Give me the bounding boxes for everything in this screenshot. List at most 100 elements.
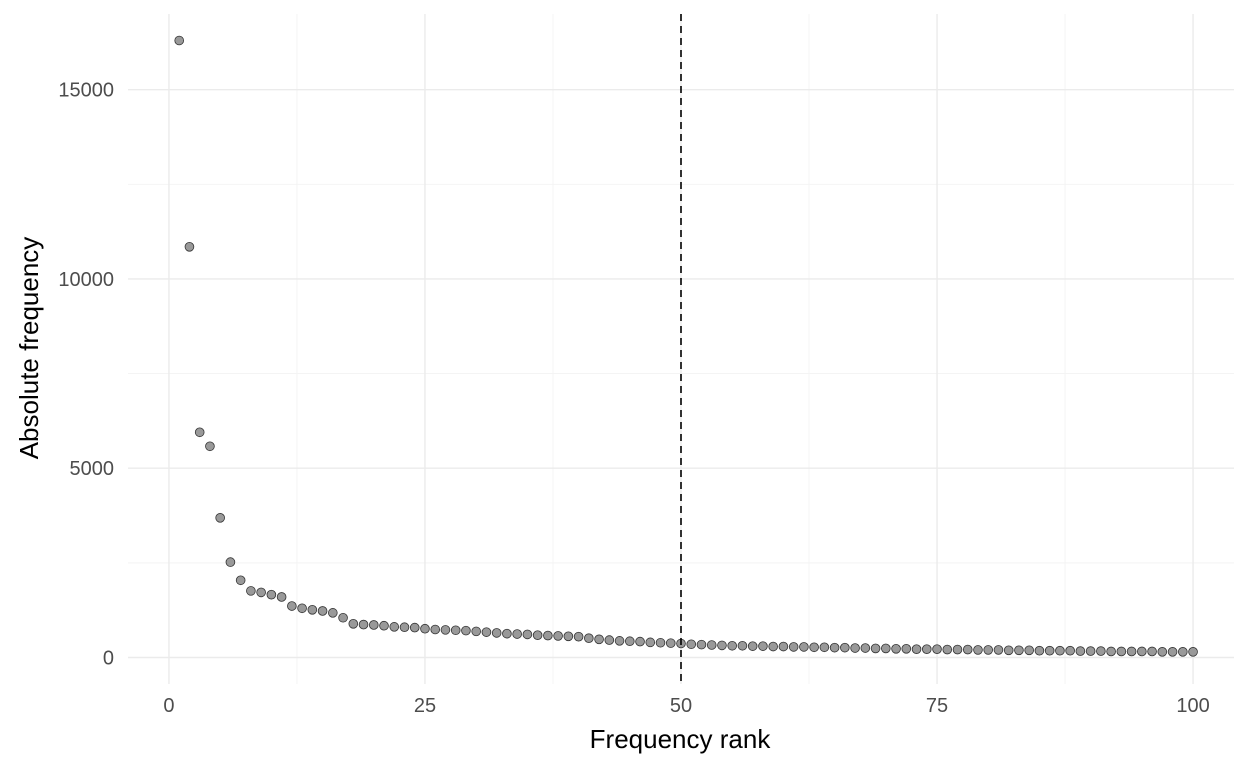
data-point bbox=[1065, 645, 1075, 656]
data-point bbox=[502, 628, 512, 639]
data-point bbox=[573, 631, 584, 642]
data-point bbox=[696, 639, 707, 650]
data-point bbox=[850, 643, 860, 653]
data-point bbox=[532, 630, 543, 640]
data-point bbox=[686, 639, 697, 650]
data-point bbox=[819, 642, 830, 653]
data-point bbox=[543, 630, 553, 641]
data-point bbox=[901, 643, 912, 654]
data-point bbox=[317, 606, 328, 616]
data-point bbox=[809, 642, 819, 653]
data-point bbox=[860, 643, 871, 653]
data-point bbox=[1116, 646, 1127, 657]
data-point bbox=[358, 619, 369, 630]
x-tick-label: 50 bbox=[670, 695, 692, 717]
data-point bbox=[522, 629, 533, 640]
data-point bbox=[512, 629, 522, 639]
data-point bbox=[717, 640, 727, 651]
data-point bbox=[389, 622, 400, 632]
data-point bbox=[409, 622, 420, 633]
data-point bbox=[215, 513, 225, 523]
data-point bbox=[1126, 646, 1137, 657]
data-point bbox=[921, 644, 932, 654]
data-point bbox=[276, 592, 287, 602]
data-point bbox=[461, 625, 471, 636]
data-point bbox=[1147, 646, 1157, 657]
data-point bbox=[450, 625, 461, 636]
data-point bbox=[194, 427, 205, 438]
data-point bbox=[747, 641, 758, 651]
data-point bbox=[840, 642, 850, 653]
x-tick-label: 0 bbox=[163, 695, 174, 717]
y-axis-ticks: 0 5000 10000 15000 bbox=[58, 80, 114, 670]
data-points bbox=[174, 35, 1198, 657]
data-point bbox=[307, 605, 318, 615]
data-point bbox=[727, 640, 737, 651]
data-point bbox=[1157, 647, 1168, 657]
data-point bbox=[1178, 647, 1188, 657]
data-point bbox=[481, 627, 492, 637]
data-point bbox=[768, 641, 778, 652]
data-point bbox=[553, 631, 563, 641]
data-point bbox=[891, 643, 901, 654]
data-point bbox=[266, 589, 277, 600]
data-point bbox=[911, 644, 922, 654]
data-point bbox=[471, 626, 481, 637]
data-point bbox=[491, 628, 502, 638]
data-point bbox=[706, 640, 717, 650]
data-point bbox=[205, 441, 215, 452]
data-point bbox=[1024, 645, 1034, 656]
data-point bbox=[1188, 647, 1198, 657]
data-point bbox=[829, 642, 840, 653]
data-point bbox=[788, 642, 799, 652]
data-point bbox=[645, 637, 656, 648]
data-point bbox=[1014, 645, 1024, 656]
data-point bbox=[604, 635, 615, 645]
x-tick-label: 25 bbox=[414, 695, 436, 717]
data-point bbox=[225, 557, 236, 567]
data-point bbox=[942, 644, 953, 655]
data-point bbox=[430, 624, 441, 635]
data-point bbox=[1075, 646, 1086, 656]
data-point bbox=[328, 608, 338, 618]
y-tick-label: 0 bbox=[103, 648, 114, 670]
y-tick-label: 5000 bbox=[70, 458, 115, 480]
data-point bbox=[932, 644, 942, 654]
data-point bbox=[1085, 646, 1096, 656]
x-axis-title: Frequency rank bbox=[590, 724, 772, 754]
data-point bbox=[256, 587, 266, 598]
data-point bbox=[440, 625, 451, 635]
data-point bbox=[614, 636, 625, 646]
data-point bbox=[563, 631, 574, 642]
data-point bbox=[1055, 645, 1065, 656]
data-point bbox=[778, 641, 789, 652]
data-point bbox=[870, 643, 881, 654]
data-point bbox=[973, 645, 983, 655]
y-tick-label: 10000 bbox=[58, 269, 114, 291]
data-point bbox=[368, 620, 379, 630]
data-point bbox=[1044, 645, 1055, 656]
data-point bbox=[297, 603, 307, 614]
data-point bbox=[399, 622, 410, 633]
data-point bbox=[1106, 646, 1116, 657]
data-point bbox=[420, 623, 430, 634]
data-point bbox=[584, 633, 594, 643]
x-tick-label: 100 bbox=[1176, 695, 1209, 717]
data-point bbox=[1034, 645, 1045, 656]
data-point bbox=[635, 636, 645, 647]
y-axis-title: Absolute frequency bbox=[14, 237, 44, 460]
data-point bbox=[338, 612, 348, 623]
data-point bbox=[758, 641, 768, 651]
data-point bbox=[983, 645, 994, 655]
data-point bbox=[962, 644, 973, 655]
data-point bbox=[1167, 647, 1178, 657]
data-point bbox=[1096, 646, 1106, 656]
data-point bbox=[624, 636, 635, 647]
data-point bbox=[348, 619, 359, 629]
data-point bbox=[799, 642, 809, 652]
data-point bbox=[952, 644, 963, 655]
data-point bbox=[655, 637, 666, 648]
data-point bbox=[993, 645, 1004, 655]
data-point bbox=[287, 601, 297, 611]
